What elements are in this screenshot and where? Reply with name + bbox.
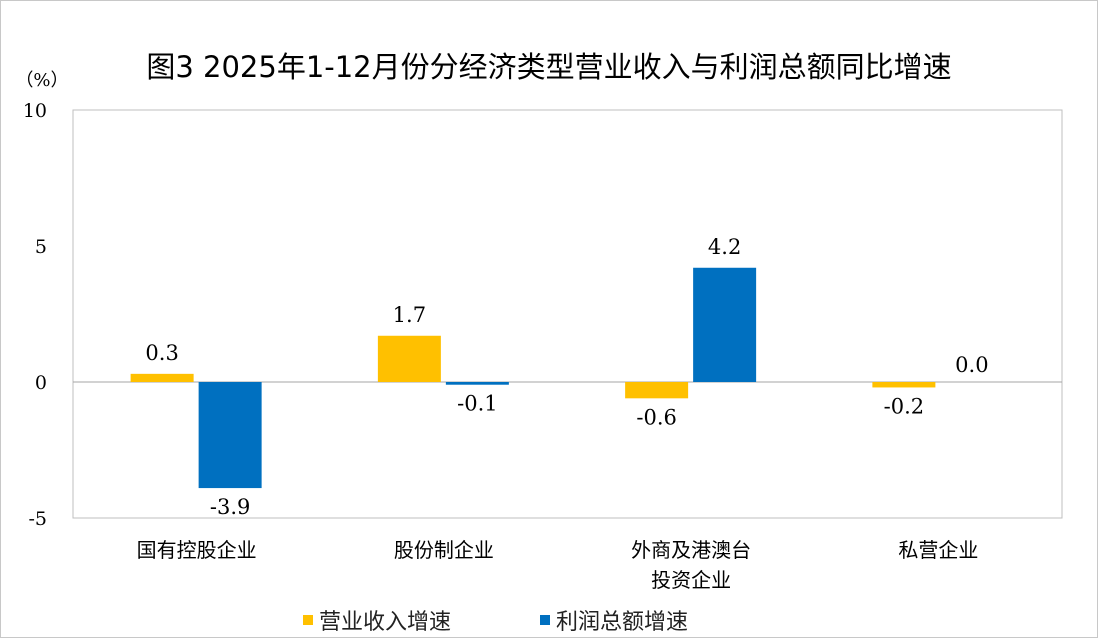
bar-revenue — [377, 335, 441, 382]
bar-profit — [198, 382, 262, 489]
data-label: -3.9 — [210, 495, 251, 519]
legend-swatch-revenue — [303, 615, 313, 625]
bar-revenue — [872, 382, 936, 388]
bar-profit — [445, 382, 509, 385]
y-tick-label: 5 — [35, 236, 47, 258]
legend-item-revenue: 营业收入增速 — [303, 604, 451, 636]
x-tick-label: 投资企业 — [651, 568, 731, 592]
legend-label-profit: 利润总额增速 — [556, 610, 689, 635]
y-tick-label: -5 — [28, 508, 47, 530]
chart-title: 图3 2025年1-12月份分经济类型营业收入与利润总额同比增速 — [146, 50, 952, 84]
legend-item-profit: 利润总额增速 — [540, 604, 688, 636]
x-tick-label: 外商及港澳台 — [631, 538, 751, 562]
data-label: 4.2 — [708, 235, 741, 259]
y-axis-unit: （%） — [15, 70, 68, 91]
legend-swatch-profit — [540, 615, 550, 625]
legend-label-revenue: 营业收入增速 — [319, 610, 452, 635]
bar-revenue — [625, 382, 689, 399]
x-tick-label: 私营企业 — [898, 538, 978, 562]
y-tick-label: 0 — [35, 372, 47, 394]
data-label: -0.1 — [457, 392, 498, 416]
x-tick-label: 股份制企业 — [394, 538, 494, 562]
bar-profit — [693, 267, 757, 382]
data-label: -0.2 — [884, 394, 925, 418]
data-label: 0.0 — [955, 353, 988, 377]
x-tick-label: 国有控股企业 — [137, 538, 257, 562]
data-label: 0.3 — [145, 341, 178, 365]
data-label: 1.7 — [393, 303, 426, 327]
y-tick-label: 10 — [23, 100, 47, 122]
bar-revenue — [130, 373, 194, 382]
data-label: -0.6 — [636, 405, 677, 429]
plot-area — [72, 109, 1063, 519]
